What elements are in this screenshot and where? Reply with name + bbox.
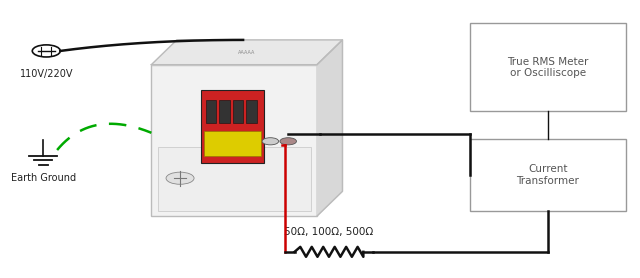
Bar [204,131,261,156]
Polygon shape [317,40,342,216]
Bar [246,100,257,123]
Bar [205,100,216,123]
Circle shape [262,138,278,145]
Circle shape [166,172,194,184]
Bar [470,139,626,210]
Bar [470,23,626,111]
Bar [219,100,230,123]
Bar [157,147,310,210]
Bar [152,65,317,216]
Text: True RMS Meter
or Oscilliscope: True RMS Meter or Oscilliscope [507,57,589,78]
Polygon shape [152,40,342,65]
Text: Current
Transformer: Current Transformer [516,164,579,186]
Bar [232,100,243,123]
Text: Earth Ground: Earth Ground [10,173,76,183]
Text: 50Ω, 100Ω, 500Ω: 50Ω, 100Ω, 500Ω [284,227,374,237]
Circle shape [280,138,296,145]
Bar [201,90,264,163]
Text: AAAAA: AAAAA [238,50,255,55]
Text: 110V/220V: 110V/220V [20,70,73,79]
